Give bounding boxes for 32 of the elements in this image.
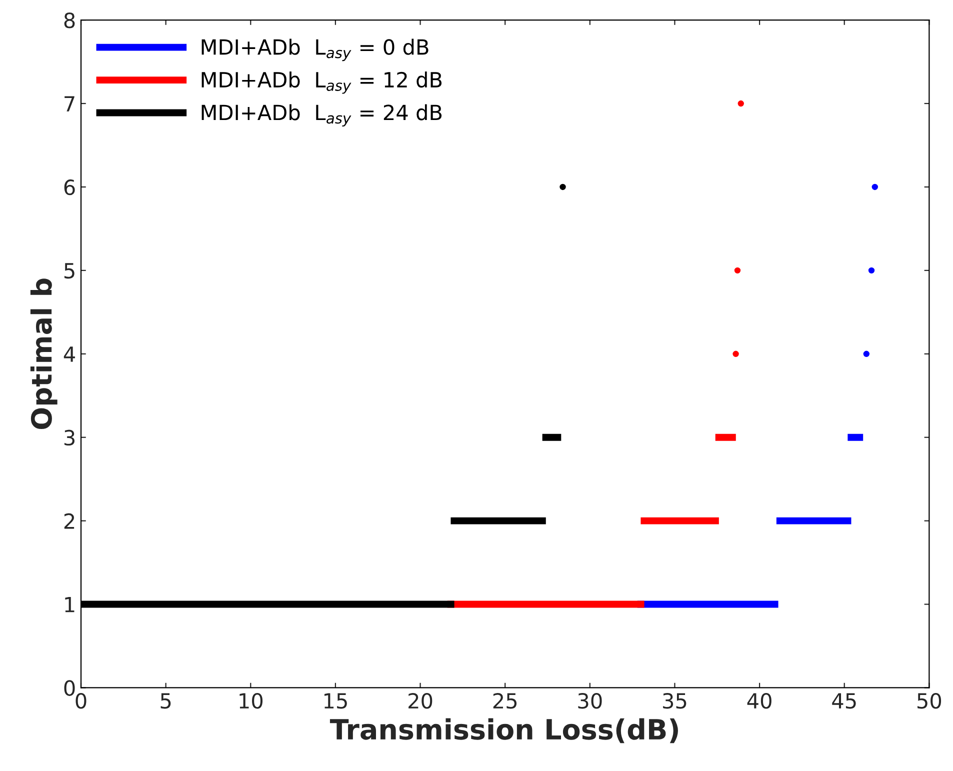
y-tick-label: 6 xyxy=(64,179,75,196)
point xyxy=(738,100,744,107)
x-tick-label: 5 xyxy=(160,693,171,709)
point xyxy=(863,350,870,357)
x-tick-label: 20 xyxy=(408,692,432,709)
legend-label: MDI+ADb L$_{asy}$ = 12 dB xyxy=(202,72,442,94)
x-tick-label: 25 xyxy=(493,692,517,709)
y-axis-title: Optimal b xyxy=(30,278,58,430)
y-tick-label: 3 xyxy=(64,430,74,446)
point xyxy=(734,267,741,274)
x-tick-label: 35 xyxy=(663,692,686,709)
x-tick-label: 40 xyxy=(747,692,772,709)
x-axis-title: Transmission Loss(dB) xyxy=(330,718,678,744)
y-tick-label: 1 xyxy=(65,596,74,612)
legend-label: MDI+ADb L$_{asy}$ = 24 dB xyxy=(202,104,442,126)
y-tick-label: 7 xyxy=(64,96,74,112)
point xyxy=(732,350,739,357)
x-tick-label: 45 xyxy=(832,693,856,709)
x-tick-label: 30 xyxy=(578,692,602,709)
y-tick-label: 0 xyxy=(64,680,75,696)
point xyxy=(868,267,875,274)
y-tick-label: 2 xyxy=(64,513,74,529)
point xyxy=(872,184,878,190)
x-tick-label: 15 xyxy=(324,693,347,709)
x-tick-label: 0 xyxy=(76,692,86,709)
legend-label: MDI+ADb L$_{asy}$ = 0 dB xyxy=(202,38,428,62)
x-tick-label: 10 xyxy=(240,692,263,709)
point xyxy=(560,184,566,190)
y-tick-label: 5 xyxy=(64,263,74,279)
y-tick-label: 4 xyxy=(64,346,75,362)
y-tick-label: 8 xyxy=(64,12,75,28)
x-tick-label: 50 xyxy=(918,692,942,709)
